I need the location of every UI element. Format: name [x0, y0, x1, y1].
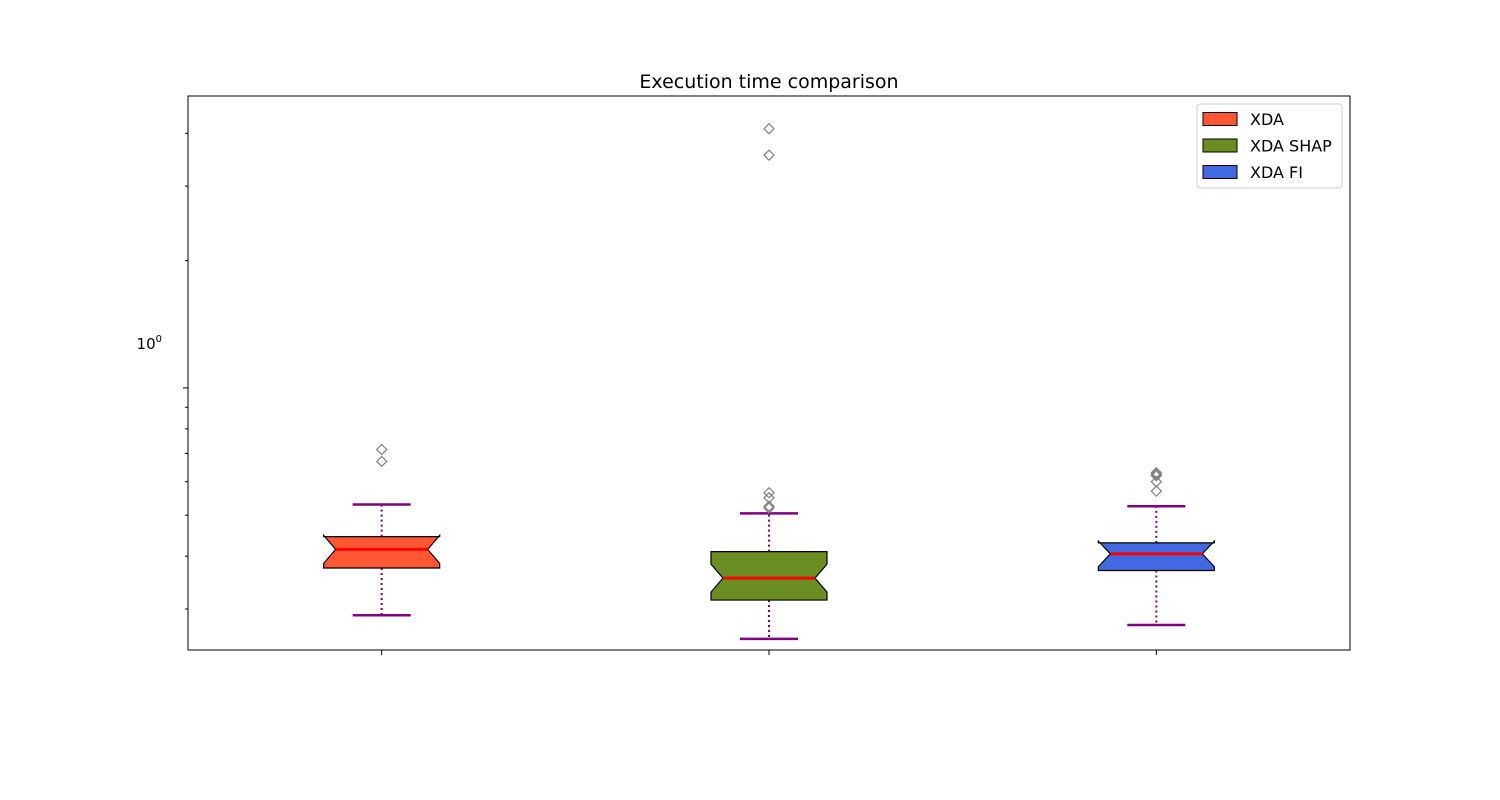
outlier-point — [1150, 466, 1163, 479]
box-body — [323, 533, 441, 569]
y-tick-label: 100 — [137, 334, 162, 353]
outlier-point — [763, 122, 775, 135]
legend: XDA XDA SHAP XDA FI — [1196, 103, 1343, 189]
box-xda-shap — [710, 122, 828, 641]
box-xda-fi — [1097, 466, 1215, 627]
outlier-point — [763, 500, 775, 513]
outlier-point — [375, 443, 388, 456]
y-ticks — [183, 132, 188, 610]
outlier-point — [763, 486, 775, 499]
chart-title: Execution time comparison — [639, 71, 898, 93]
outlier-point — [1150, 469, 1163, 482]
legend-label: XDA SHAP — [1250, 137, 1332, 156]
box-body — [1097, 539, 1215, 572]
legend-label: XDA — [1250, 110, 1284, 129]
plot-area — [323, 122, 1215, 641]
outlier-point — [1150, 468, 1163, 481]
box-xda — [323, 443, 441, 617]
legend-swatch — [1202, 165, 1238, 179]
box-body — [710, 551, 828, 601]
legend-label: XDA FI — [1250, 163, 1303, 182]
outlier-point — [763, 149, 775, 162]
legend-swatch — [1202, 138, 1238, 153]
outlier-point — [1150, 485, 1163, 497]
y-tick-label-1: 100 — [137, 334, 162, 353]
legend-swatch — [1202, 112, 1238, 126]
outlier-point — [763, 502, 775, 514]
outlier-point — [375, 455, 388, 468]
